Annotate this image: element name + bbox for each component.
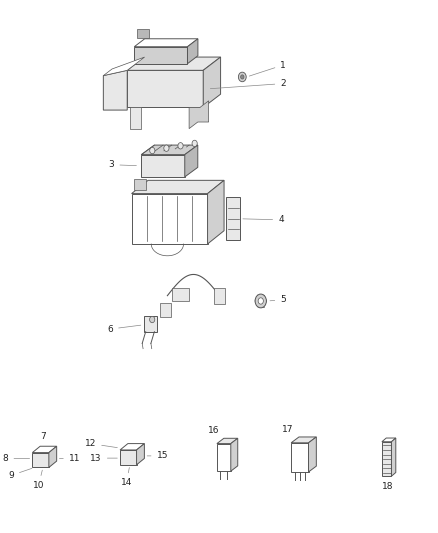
Polygon shape [217, 443, 231, 471]
Text: 8: 8 [3, 454, 30, 463]
Polygon shape [141, 155, 185, 177]
Polygon shape [137, 443, 145, 465]
Text: 1: 1 [249, 61, 286, 76]
Polygon shape [134, 47, 187, 63]
Text: 9: 9 [8, 469, 32, 480]
Text: 15: 15 [147, 451, 168, 461]
Text: 11: 11 [60, 454, 80, 463]
Polygon shape [382, 438, 396, 442]
Polygon shape [103, 57, 145, 76]
Polygon shape [120, 450, 137, 465]
Circle shape [192, 140, 197, 147]
Polygon shape [127, 57, 221, 70]
Polygon shape [392, 438, 396, 476]
Polygon shape [144, 316, 156, 332]
Polygon shape [131, 180, 224, 193]
Polygon shape [187, 39, 198, 63]
Circle shape [255, 294, 266, 308]
Polygon shape [208, 180, 224, 244]
Text: 5: 5 [270, 295, 286, 304]
Text: 2: 2 [210, 79, 286, 88]
Polygon shape [308, 437, 316, 472]
Polygon shape [291, 443, 308, 472]
Circle shape [258, 298, 263, 304]
Polygon shape [131, 108, 141, 128]
Text: 7: 7 [40, 432, 46, 441]
Text: 12: 12 [85, 439, 117, 448]
Circle shape [164, 145, 169, 151]
Text: 13: 13 [90, 454, 117, 463]
Polygon shape [49, 446, 57, 467]
Polygon shape [226, 197, 240, 240]
Polygon shape [231, 438, 238, 471]
Text: 10: 10 [33, 470, 44, 490]
Text: 16: 16 [208, 426, 219, 435]
Polygon shape [103, 70, 127, 110]
Polygon shape [138, 29, 148, 38]
Polygon shape [217, 438, 238, 443]
Polygon shape [382, 442, 392, 476]
Polygon shape [32, 446, 57, 453]
Polygon shape [189, 101, 208, 128]
Polygon shape [120, 443, 145, 450]
Polygon shape [134, 179, 146, 190]
Text: 6: 6 [107, 325, 141, 334]
Text: 17: 17 [282, 424, 293, 433]
Circle shape [150, 148, 155, 154]
Polygon shape [141, 145, 198, 155]
Text: 4: 4 [243, 215, 284, 224]
Polygon shape [159, 303, 171, 317]
Text: 3: 3 [109, 160, 136, 169]
Circle shape [178, 143, 183, 149]
Polygon shape [214, 288, 225, 304]
Polygon shape [291, 437, 316, 443]
Polygon shape [172, 288, 189, 301]
Circle shape [150, 317, 155, 322]
Polygon shape [185, 145, 198, 177]
Polygon shape [32, 453, 49, 467]
Polygon shape [131, 193, 208, 244]
Circle shape [240, 75, 244, 79]
Text: 18: 18 [382, 482, 394, 491]
Circle shape [238, 72, 246, 82]
Polygon shape [134, 39, 198, 47]
Polygon shape [127, 70, 203, 108]
Text: 14: 14 [121, 467, 132, 487]
Polygon shape [203, 57, 221, 108]
